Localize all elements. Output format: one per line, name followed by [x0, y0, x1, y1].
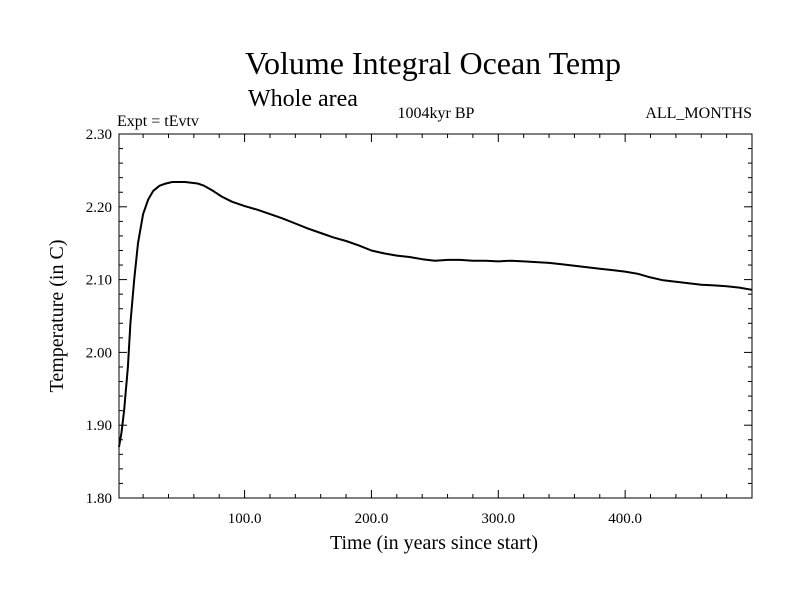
x-tick-label: 100.0 — [228, 511, 262, 527]
experiment-label: Expt = tEvtv — [117, 113, 199, 130]
x-axis-label: Time (in years since start) — [330, 532, 538, 554]
months-label: ALL_MONTHS — [645, 105, 752, 122]
y-tick-label: 1.80 — [86, 491, 112, 507]
y-tick-label: 2.10 — [86, 273, 112, 289]
x-tick-label: 300.0 — [481, 511, 515, 527]
y-tick-label: 2.00 — [86, 345, 112, 361]
x-tick-label: 400.0 — [608, 511, 642, 527]
y-axis-label: Temperature (in C) — [46, 240, 68, 393]
y-tick-label: 1.90 — [86, 418, 112, 434]
temperature-series-line — [118, 181, 753, 448]
y-tick-label: 2.20 — [86, 200, 112, 216]
chart-subtitle: Whole area — [248, 86, 358, 112]
plot-frame — [118, 133, 753, 499]
y-axis: 1.80 1.90 2.00 2.10 2.20 2.30 — [86, 127, 752, 507]
y-tick-label: 2.30 — [86, 127, 112, 143]
chart-title: Volume Integral Ocean Temp — [245, 45, 621, 81]
period-label: 1004kyr BP — [398, 105, 475, 122]
x-tick-label: 200.0 — [355, 511, 389, 527]
x-axis: 100.0 200.0 300.0 400.0 — [142, 134, 728, 527]
